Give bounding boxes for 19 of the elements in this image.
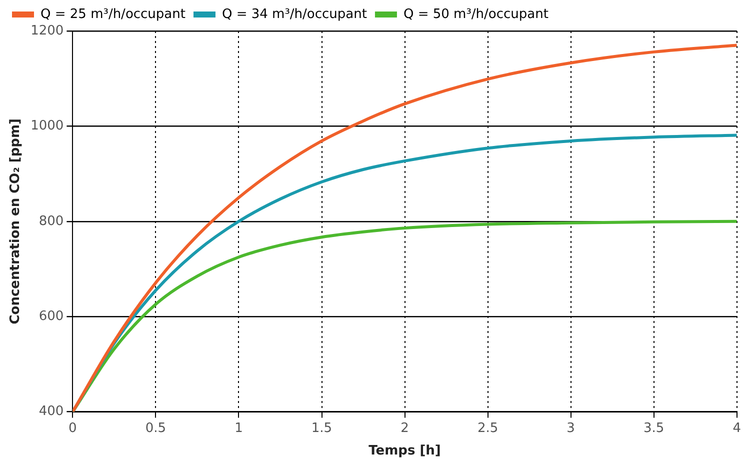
x-tick-label: 1 bbox=[234, 420, 243, 436]
y-tick-label: 600 bbox=[38, 308, 64, 324]
x-tick-label: 0.5 bbox=[145, 420, 166, 436]
legend-label: Q = 25 m³/h/occupant bbox=[40, 6, 186, 22]
y-tick-label: 800 bbox=[38, 214, 64, 229]
y-tick-label: 1200 bbox=[30, 23, 64, 38]
x-tick-label: 3.5 bbox=[644, 420, 664, 436]
legend-label: Q = 34 m³/h/occupant bbox=[222, 6, 367, 22]
x-tick-label: 3 bbox=[566, 420, 575, 436]
y-tick-label: 1000 bbox=[30, 118, 64, 134]
x-axis-title: Temps [h] bbox=[368, 444, 441, 459]
legend-label: Q = 50 m³/h/occupant bbox=[403, 6, 548, 22]
x-tick-label: 1.5 bbox=[311, 420, 332, 436]
x-tick-label: 2 bbox=[400, 420, 409, 436]
y-tick-label: 400 bbox=[38, 404, 64, 420]
x-tick-label: 4 bbox=[732, 420, 742, 436]
y-axis-title: Concentration en CO₂ [ppm] bbox=[8, 118, 24, 324]
x-tick-label: 2.5 bbox=[477, 420, 498, 436]
x-tick-label: 0 bbox=[68, 420, 77, 436]
